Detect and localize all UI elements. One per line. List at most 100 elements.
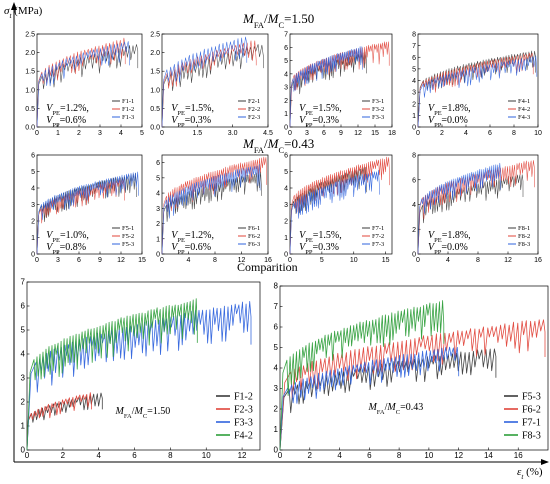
- x-tick-label: 0: [416, 130, 420, 137]
- chart-panel-2: 0 1.5 3.0 4.5 0.0 0.5 1.0 1.5 2.0 2.5 F2-1F2-2F2-3…: [150, 32, 273, 138]
- x-tick-label: 15: [138, 257, 146, 264]
- y-tick-label: 6: [21, 302, 26, 311]
- y-tick-label: 2: [284, 219, 288, 226]
- legend-label: F1-1: [122, 98, 134, 105]
- x-tick-label: 12: [504, 257, 512, 264]
- chart-panel-6: 0 4 8 12 160123456F6-1F6-2F6-3VPE=1.2%,VPP=0…: [156, 154, 272, 264]
- x-tick-label: 0: [35, 257, 39, 264]
- annotation-vpe: VPE=1.8%,: [428, 230, 471, 244]
- y-tick-label: 2.0: [150, 50, 160, 57]
- y-tick-label: 2.5: [25, 32, 35, 39]
- series-line-F8-1: [417, 174, 524, 255]
- y-tick-label: 6: [284, 153, 288, 160]
- x-tick-label: 12: [354, 130, 362, 137]
- series-line-F1-2: [36, 37, 126, 128]
- y-tick-label: 0: [284, 252, 288, 259]
- x-arrow-icon: [541, 459, 549, 465]
- series-line-F7-1: [279, 346, 460, 451]
- legend-label: F5-3: [522, 392, 541, 403]
- annotation-vpp: VPP=0.0%: [428, 242, 468, 256]
- x-tick-label: 10: [534, 130, 542, 137]
- legend-label: F7-1: [372, 225, 384, 232]
- y-tick-label: 6: [31, 153, 35, 160]
- legend-label: F7-3: [372, 241, 384, 248]
- x-tick-label: 2: [308, 451, 313, 460]
- x-tick-label: 10: [350, 257, 358, 264]
- legend-label: F8-3: [522, 431, 541, 442]
- y-tick-label: 0: [412, 252, 416, 259]
- x-tick-label: 0: [288, 257, 292, 264]
- series-line-F6-2: [279, 319, 546, 451]
- legend-label: F4-2: [518, 106, 530, 113]
- legend-label: F8-3: [518, 241, 530, 248]
- legend-label: F6-1: [248, 225, 260, 232]
- y-tick-label: 2: [156, 221, 160, 228]
- y-tick-label: 0.0: [25, 125, 35, 132]
- x-tick-label: 8: [213, 257, 217, 264]
- x-tick-label: 8: [168, 451, 173, 460]
- y-tick-label: 3: [274, 384, 279, 393]
- y-tick-label: 1.0: [25, 87, 35, 94]
- annotation-vpp: VPP=0.3%: [171, 115, 211, 129]
- legend-label: F3-2: [372, 106, 384, 113]
- x-tick-label: 3.0: [228, 130, 238, 137]
- legend-label: F3-3: [372, 114, 384, 121]
- chart-panel-10: 0 2 4 6 8 10 12 14 16012345678F5-3F6-2F7-1F8-3MF…: [274, 282, 549, 460]
- legend-label: F4-1: [518, 98, 530, 105]
- x-tick-label: 9: [339, 130, 343, 137]
- panel-frame: [36, 33, 143, 128]
- chart-panel-8: 0 4 8 12 16 0 2 4 6 8 F8-1F8-2F8-3 VPE=1.8%,VPP=0.0…: [412, 153, 542, 265]
- x-tick-label: 10: [424, 451, 433, 460]
- x-tick-label: 0: [160, 130, 164, 137]
- legend-label: F8-1: [518, 225, 530, 232]
- legend-label: F6-2: [522, 405, 541, 416]
- x-tick-label: 1.5: [192, 130, 202, 137]
- y-tick-label: 4: [412, 202, 416, 209]
- series-line-F8-3: [417, 162, 501, 255]
- x-tick-label: 0: [288, 130, 292, 137]
- legend-label: F2-3: [248, 114, 260, 121]
- y-tick-label: 6: [412, 55, 416, 62]
- y-tick-label: 3: [412, 90, 416, 97]
- x-tick-label: 3: [56, 257, 60, 264]
- y-tick-label: 2: [412, 101, 416, 108]
- y-tick-label: 5: [284, 58, 288, 65]
- y-tick-label: 0: [21, 446, 26, 455]
- y-tick-label: 4: [284, 186, 288, 193]
- annotation-vpp: VPP=0.6%: [46, 115, 86, 129]
- y-tick-label: 7: [274, 302, 279, 311]
- chart-panel-4: 0 2 4 6 8 10 0 1 2 3 4 5 6 7 8 F4-1F4-2F4-3 VPE=1.8%,VPP…: [412, 32, 542, 138]
- series-line-F4-2: [26, 298, 198, 451]
- x-tick-label: 0: [278, 451, 283, 460]
- y-tick-label: 1: [284, 235, 288, 242]
- y-tick-label: 6: [412, 177, 416, 184]
- legend-label: F5-1: [122, 225, 134, 232]
- x-tick-label: 16: [264, 257, 272, 264]
- y-tick-label: 5: [284, 169, 288, 176]
- y-tick-label: 1: [156, 236, 160, 243]
- series-line-F5-3: [36, 171, 139, 255]
- annotation-vpp: VPP=0.3%: [299, 115, 339, 129]
- y-tick-label: 7: [412, 43, 416, 50]
- annotation-vpp: VPP=0.0%: [428, 115, 468, 129]
- y-tick-label: 2.5: [150, 32, 160, 39]
- y-axis-label: σt (MPa): [4, 5, 43, 20]
- y-tick-label: 0: [412, 125, 416, 132]
- y-tick-label: 2: [412, 227, 416, 234]
- row2-title: MFA/MC=0.43: [242, 136, 314, 155]
- y-tick-label: 2: [284, 98, 288, 105]
- y-tick-label: 1: [31, 235, 35, 242]
- annotation-ratio: MFA/MC=1.50: [115, 406, 171, 420]
- legend-label: F1-2: [122, 106, 134, 113]
- y-tick-label: 6: [274, 323, 279, 332]
- y-tick-label: 4: [21, 350, 26, 359]
- y-tick-label: 5: [412, 66, 416, 73]
- x-tick-label: 6: [322, 130, 326, 137]
- y-tick-label: 1: [284, 111, 288, 118]
- x-tick-label: 6: [488, 130, 492, 137]
- row3-title: Comparition: [237, 260, 298, 274]
- y-tick-label: 0.5: [25, 106, 35, 113]
- y-tick-label: 8: [274, 282, 279, 291]
- y-tick-label: 1.0: [150, 87, 160, 94]
